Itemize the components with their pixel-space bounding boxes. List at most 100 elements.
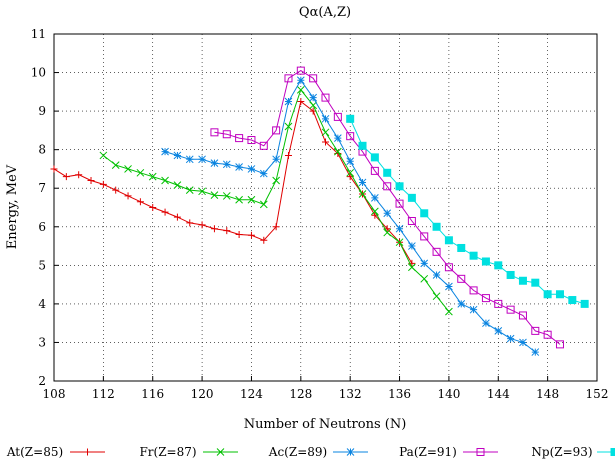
data-point [309, 101, 318, 110]
data-point [148, 172, 157, 181]
data-point [173, 181, 182, 189]
data-point [296, 66, 305, 75]
data-point [75, 171, 83, 179]
data-point [297, 97, 305, 105]
data-point [333, 147, 342, 156]
legend-item: Fr(Z=87) [139, 445, 238, 459]
x-tick-label: 140 [437, 387, 460, 401]
data-point [272, 155, 280, 164]
data-point [469, 286, 478, 295]
legend-label: Ac(Z=89) [268, 445, 327, 459]
y-tick-label: 2 [38, 374, 46, 388]
data-point [321, 128, 330, 137]
data-point [457, 274, 466, 283]
data-point [124, 192, 132, 200]
data-point [469, 251, 478, 260]
data-point [383, 228, 392, 237]
data-point [346, 132, 355, 141]
data-point [407, 193, 416, 202]
data-point [222, 192, 231, 200]
data-point [321, 114, 330, 123]
x-tick-label: 152 [586, 387, 609, 401]
data-point [519, 338, 527, 347]
legend-item: Np(Z=93) [531, 445, 615, 459]
data-point [432, 271, 441, 279]
data-point [99, 151, 108, 160]
data-point [543, 330, 552, 339]
y-tick-label: 11 [31, 27, 46, 41]
data-point [235, 134, 244, 143]
data-point [99, 180, 107, 188]
data-point [284, 122, 293, 131]
data-point [395, 238, 404, 247]
plot-frame [53, 33, 598, 382]
data-point [506, 305, 515, 314]
x-tick-label: 124 [240, 387, 263, 401]
data-point [247, 165, 256, 173]
data-point [420, 259, 429, 268]
series-2 [161, 76, 540, 356]
data-point [259, 169, 268, 178]
series-line [53, 100, 413, 264]
data-point [161, 208, 169, 216]
data-point [481, 294, 490, 303]
data-point [408, 242, 416, 250]
data-point [580, 299, 589, 308]
data-point [149, 204, 157, 211]
data-point [259, 141, 268, 150]
y-tick-label: 7 [38, 181, 46, 195]
data-point [210, 128, 219, 137]
data-point [173, 151, 182, 160]
data-point [185, 155, 194, 164]
data-point [476, 448, 485, 456]
data-point [457, 243, 466, 252]
data-point [531, 348, 540, 356]
data-point [333, 134, 342, 142]
data-point [296, 86, 305, 94]
x-tick-label: 108 [43, 387, 66, 401]
y-tick-label: 5 [38, 258, 46, 272]
data-point [395, 199, 404, 208]
y-tick-label: 8 [38, 143, 46, 157]
data-point [222, 160, 231, 169]
grid [54, 34, 597, 381]
data-point [482, 319, 490, 328]
data-point [112, 186, 120, 194]
data-point [235, 230, 243, 238]
data-point [284, 74, 293, 83]
data-point [531, 278, 540, 287]
y-tick-label: 9 [38, 104, 46, 118]
data-point [259, 200, 268, 209]
data-point [309, 74, 318, 83]
data-point [420, 232, 429, 241]
y-tick-label: 4 [38, 297, 46, 311]
data-point [247, 231, 255, 239]
data-point [198, 187, 206, 196]
data-point [432, 292, 441, 301]
data-point [136, 168, 145, 177]
data-point [531, 326, 540, 335]
data-point [346, 157, 355, 166]
data-point [555, 340, 564, 349]
data-point [494, 299, 503, 308]
data-point [50, 165, 58, 173]
data-point [223, 227, 231, 235]
data-point [346, 448, 355, 456]
data-point [346, 114, 355, 123]
data-point [370, 166, 379, 175]
data-point [457, 300, 466, 308]
x-tick-label: 148 [536, 387, 559, 401]
data-point [210, 191, 219, 200]
data-point [610, 448, 615, 456]
data-point [568, 296, 577, 305]
series-line [214, 70, 561, 345]
data-point [161, 176, 169, 185]
data-point [383, 168, 392, 177]
data-point [383, 182, 392, 191]
data-point [481, 257, 490, 266]
legend-label: Pa(Z=91) [399, 445, 457, 459]
data-point [247, 136, 256, 145]
data-point [420, 274, 429, 283]
data-point [445, 282, 453, 291]
data-point [185, 186, 194, 195]
